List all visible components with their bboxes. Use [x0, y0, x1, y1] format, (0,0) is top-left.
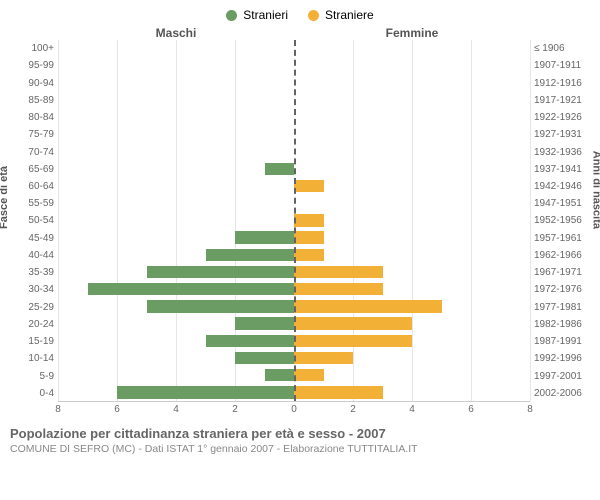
- bar-male: [235, 352, 294, 364]
- x-tick: 2: [232, 404, 238, 415]
- gridline: [530, 40, 531, 401]
- age-label: 25-29: [10, 299, 54, 316]
- bar-female: [294, 300, 442, 312]
- age-label: 100+: [10, 40, 54, 57]
- center-line: [294, 40, 296, 401]
- birth-year-label: 1912-1916: [534, 74, 590, 91]
- birth-year-label: 1952-1956: [534, 212, 590, 229]
- chart-title: Popolazione per cittadinanza straniera p…: [10, 426, 590, 441]
- birth-year-label: 1962-1966: [534, 247, 590, 264]
- birth-year-label: 1987-1991: [534, 333, 590, 350]
- plot-area: [58, 40, 530, 402]
- bar-male: [88, 283, 295, 295]
- y-axis-title-left: Fasce di età: [0, 166, 10, 229]
- age-label: 5-9: [10, 367, 54, 384]
- birth-year-label: 1967-1971: [534, 264, 590, 281]
- header-female: Femmine: [294, 26, 530, 40]
- y-axis-title-right: Anni di nascita: [590, 151, 600, 229]
- x-tick: 6: [468, 404, 474, 415]
- x-tick: 8: [527, 404, 533, 415]
- y-axis-right: ≤ 19061907-19111912-19161917-19211922-19…: [530, 40, 590, 402]
- bar-female: [294, 249, 324, 261]
- bar-male: [147, 266, 295, 278]
- birth-year-label: 1927-1931: [534, 126, 590, 143]
- age-label: 0-4: [10, 385, 54, 402]
- age-label: 65-69: [10, 161, 54, 178]
- x-tick: 2: [350, 404, 356, 415]
- legend-dot-female: [308, 10, 319, 21]
- x-tick: 0: [291, 404, 297, 415]
- age-label: 85-89: [10, 92, 54, 109]
- birth-year-label: 1922-1926: [534, 109, 590, 126]
- bar-female: [294, 283, 383, 295]
- birth-year-label: 2002-2006: [534, 385, 590, 402]
- age-label: 35-39: [10, 264, 54, 281]
- column-headers: Maschi Femmine: [0, 26, 600, 40]
- birth-year-label: 1992-1996: [534, 350, 590, 367]
- x-tick: 4: [409, 404, 415, 415]
- age-label: 90-94: [10, 74, 54, 91]
- chart-body: 100+95-9990-9485-8980-8475-7970-7465-696…: [10, 40, 590, 402]
- x-tick: 4: [173, 404, 179, 415]
- bar-female: [294, 386, 383, 398]
- birth-year-label: 1982-1986: [534, 316, 590, 333]
- bar-female: [294, 180, 324, 192]
- bar-female: [294, 266, 383, 278]
- birth-year-label: 1917-1921: [534, 92, 590, 109]
- age-label: 80-84: [10, 109, 54, 126]
- bar-female: [294, 231, 324, 243]
- chart-subtitle: COMUNE DI SEFRO (MC) - Dati ISTAT 1° gen…: [10, 443, 590, 455]
- x-tick: 8: [55, 404, 61, 415]
- age-label: 20-24: [10, 316, 54, 333]
- bar-male: [235, 231, 294, 243]
- legend-male-label: Stranieri: [243, 8, 288, 22]
- age-label: 70-74: [10, 143, 54, 160]
- header-male: Maschi: [58, 26, 294, 40]
- birth-year-label: 1972-1976: [534, 281, 590, 298]
- age-label: 50-54: [10, 212, 54, 229]
- birth-year-label: 1997-2001: [534, 367, 590, 384]
- birth-year-label: 1957-1961: [534, 230, 590, 247]
- bar-male: [265, 163, 295, 175]
- birth-year-label: ≤ 1906: [534, 40, 590, 57]
- bar-male: [206, 249, 295, 261]
- y-axis-left: 100+95-9990-9485-8980-8475-7970-7465-696…: [10, 40, 58, 402]
- age-label: 45-49: [10, 230, 54, 247]
- bar-male: [265, 369, 295, 381]
- birth-year-label: 1942-1946: [534, 178, 590, 195]
- bar-female: [294, 317, 412, 329]
- age-label: 10-14: [10, 350, 54, 367]
- legend-female-label: Straniere: [325, 8, 374, 22]
- age-label: 75-79: [10, 126, 54, 143]
- legend-dot-male: [226, 10, 237, 21]
- birth-year-label: 1932-1936: [534, 143, 590, 160]
- legend-male: Stranieri: [226, 8, 288, 22]
- bar-male: [117, 386, 294, 398]
- age-label: 60-64: [10, 178, 54, 195]
- legend-female: Straniere: [308, 8, 374, 22]
- age-label: 55-59: [10, 195, 54, 212]
- birth-year-label: 1907-1911: [534, 57, 590, 74]
- bar-female: [294, 352, 353, 364]
- birth-year-label: 1937-1941: [534, 161, 590, 178]
- age-label: 40-44: [10, 247, 54, 264]
- bar-female: [294, 214, 324, 226]
- birth-year-label: 1947-1951: [534, 195, 590, 212]
- bar-male: [206, 335, 295, 347]
- age-label: 30-34: [10, 281, 54, 298]
- bar-male: [235, 317, 294, 329]
- bar-male: [147, 300, 295, 312]
- legend: Stranieri Straniere: [0, 0, 600, 26]
- birth-year-label: 1977-1981: [534, 299, 590, 316]
- bar-female: [294, 335, 412, 347]
- age-label: 95-99: [10, 57, 54, 74]
- x-tick: 6: [114, 404, 120, 415]
- bar-female: [294, 369, 324, 381]
- age-label: 15-19: [10, 333, 54, 350]
- x-axis: 8 6 4 2 0 2 4 6 8: [10, 402, 590, 418]
- footer: Popolazione per cittadinanza straniera p…: [0, 418, 600, 455]
